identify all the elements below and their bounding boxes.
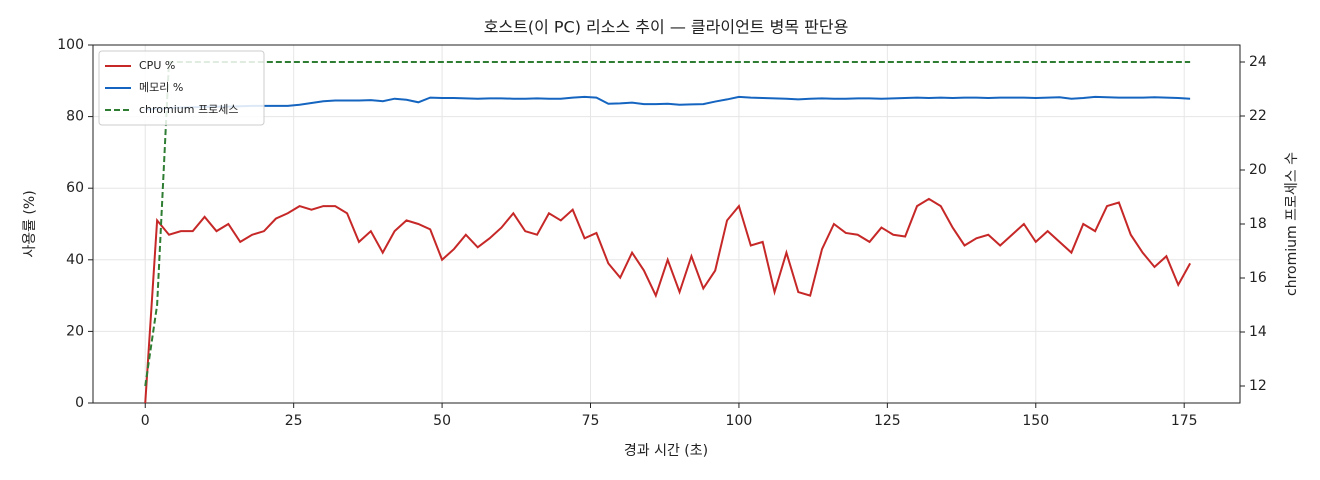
- y2-tick-label: 20: [1249, 162, 1267, 178]
- y2-tick-label: 14: [1249, 324, 1267, 340]
- y-tick-label: 20: [66, 323, 84, 339]
- x-tick-label: 175: [1171, 413, 1198, 429]
- x-tick-label: 125: [874, 413, 901, 429]
- legend-label: CPU %: [139, 59, 175, 72]
- legend-label: 메모리 %: [139, 81, 183, 94]
- series-line: [144, 197, 1192, 404]
- y-tick-label: 80: [66, 109, 84, 125]
- y-tick-label: 100: [57, 37, 84, 53]
- y2-tick-label: 16: [1249, 270, 1267, 286]
- series-line: [144, 61, 1191, 387]
- x-tick-label: 75: [582, 413, 600, 429]
- x-tick-label: 100: [726, 413, 753, 429]
- x-tick-label: 150: [1022, 413, 1049, 429]
- y-tick-label: 40: [66, 252, 84, 268]
- y-tick-label: 0: [75, 395, 84, 411]
- series-line: [145, 95, 1191, 111]
- legend-box: [98, 50, 265, 126]
- y-tick-label: 60: [66, 180, 84, 196]
- y-axis-label: 사용률 (%): [22, 190, 38, 257]
- y2-tick-label: 22: [1249, 108, 1267, 124]
- chart-title: 호스트(이 PC) 리소스 추이 — 클라이언트 병목 판단용: [484, 18, 849, 37]
- x-tick-label: 0: [141, 413, 150, 429]
- y2-tick-label: 24: [1249, 54, 1267, 70]
- y2-tick-label: 18: [1249, 216, 1267, 232]
- legend-label: chromium 프로세스: [139, 103, 238, 116]
- x-tick-label: 25: [285, 413, 303, 429]
- x-axis-label: 경과 시간 (초): [624, 443, 708, 459]
- x-tick-label: 50: [433, 413, 451, 429]
- y2-tick-label: 12: [1249, 378, 1267, 394]
- y2-axis-label: chromium 프로세스 수: [1284, 152, 1300, 296]
- plot-frame: [92, 44, 1241, 404]
